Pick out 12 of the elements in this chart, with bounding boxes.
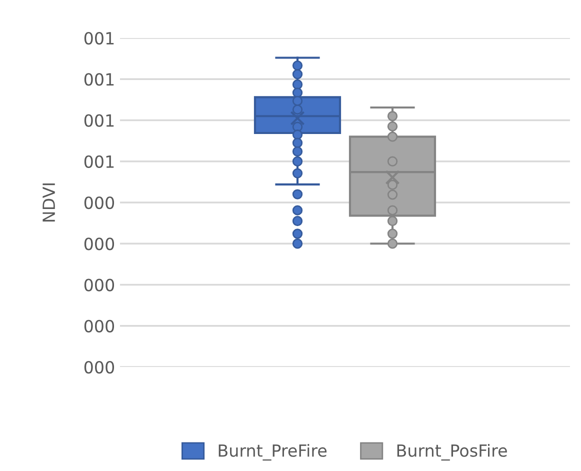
y-tick-label: 000 — [84, 360, 114, 374]
y-tick-label: 001 — [84, 114, 114, 127]
y-tick-label: 000 — [84, 320, 114, 332]
legend-label: Burnt_PreFire — [218, 444, 327, 461]
y-tick-label: 001 — [84, 32, 114, 45]
y-tick-label: 000 — [84, 238, 114, 250]
y-axis-title: NDVI — [42, 183, 55, 222]
y-tick-label: 001 — [84, 73, 114, 86]
y-tick-label: 000 — [84, 196, 114, 210]
y-tick-label: 000 — [84, 278, 114, 292]
y-tick-label: 001 — [84, 155, 114, 168]
legend-label: Burnt_PosFire — [397, 444, 507, 461]
